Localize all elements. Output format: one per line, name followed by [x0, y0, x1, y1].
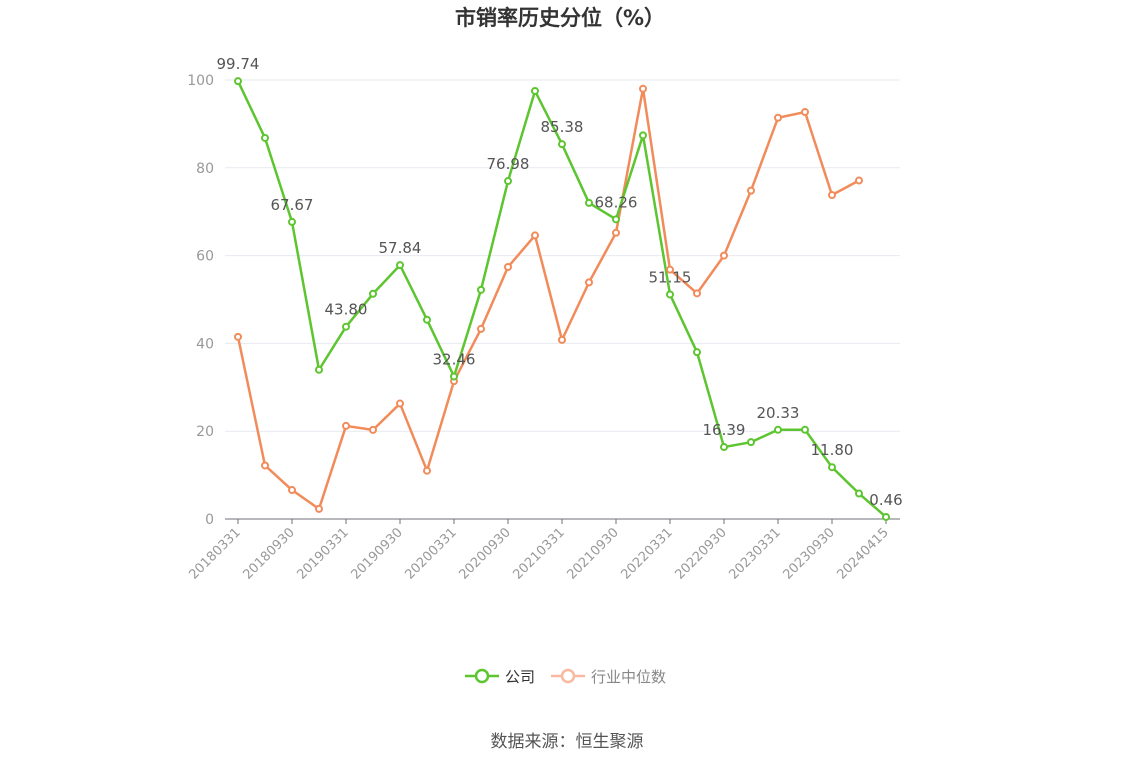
data-point	[720, 443, 728, 452]
data-label: 20.33	[757, 404, 800, 422]
data-point	[612, 215, 620, 224]
data-point	[288, 486, 296, 495]
data-point	[234, 332, 242, 341]
data-point	[396, 261, 404, 270]
x-tick-label: 20240415	[834, 525, 891, 582]
x-tick-label: 20200930	[456, 525, 513, 582]
data-label: 99.74	[217, 55, 260, 73]
legend-label: 公司	[505, 668, 535, 686]
data-point	[396, 399, 404, 408]
legend-label: 行业中位数	[591, 668, 666, 686]
legend-marker	[560, 668, 576, 684]
data-point	[639, 84, 647, 93]
data-point	[504, 177, 512, 186]
data-label: 11.80	[811, 441, 854, 459]
x-tick-label: 20220331	[618, 525, 675, 582]
y-tick-label: 100	[187, 73, 214, 89]
data-label: 85.38	[541, 118, 584, 136]
data-point	[585, 278, 593, 287]
data-label: 68.26	[595, 193, 638, 211]
data-point	[342, 421, 350, 430]
data-label: 16.39	[703, 421, 746, 439]
data-point	[720, 251, 728, 260]
data-point	[693, 289, 701, 298]
data-points	[234, 77, 890, 521]
data-point	[477, 285, 485, 294]
data-point	[882, 512, 890, 521]
data-label: 32.46	[433, 351, 476, 369]
data-point	[855, 176, 863, 185]
series-line-行业中位数	[236, 87, 860, 511]
x-tick-label: 20220930	[672, 525, 729, 582]
y-tick-label: 60	[196, 249, 214, 265]
x-tick-label: 20190930	[348, 525, 405, 582]
data-label: 43.80	[325, 301, 368, 319]
data-point	[261, 133, 269, 142]
data-point	[558, 335, 566, 344]
x-tick-label: 20180331	[186, 525, 243, 582]
x-tick-label: 20190331	[294, 525, 351, 582]
data-point	[234, 77, 242, 86]
data-point	[342, 322, 350, 331]
data-point	[585, 198, 593, 207]
data-point	[558, 140, 566, 149]
legend[interactable]: 公司 行业中位数	[465, 668, 666, 686]
chart-title: 市销率历史分位（%）	[455, 6, 665, 30]
grid-lines	[225, 79, 900, 432]
data-label: 57.84	[379, 239, 422, 257]
x-axis: 2018033120180930201903312019093020200331…	[186, 518, 900, 583]
data-point	[855, 489, 863, 498]
x-tick-label: 20180930	[240, 525, 297, 582]
y-axis: 0 20 40 60 80 100	[187, 73, 214, 528]
data-point	[315, 365, 323, 374]
legend-item-公司[interactable]: 公司	[465, 668, 535, 686]
data-point	[531, 86, 539, 95]
data-label: 0.46	[869, 491, 902, 509]
data-point	[774, 425, 782, 434]
data-point	[666, 265, 674, 274]
data-point	[747, 438, 755, 447]
legend-marker	[474, 668, 490, 684]
data-labels: 99.74 67.67 43.80 57.84 32.46 76.98 85.38 68.26…	[217, 55, 903, 509]
data-point	[612, 228, 620, 237]
legend-item-行业中位数[interactable]: 行业中位数	[551, 668, 666, 686]
data-point	[801, 425, 809, 434]
data-point	[423, 315, 431, 324]
x-tick-label: 20230930	[780, 525, 837, 582]
y-tick-label: 40	[196, 336, 214, 352]
data-point	[801, 108, 809, 117]
data-point	[477, 324, 485, 333]
data-point	[693, 348, 701, 357]
x-tick-label: 20230331	[726, 525, 783, 582]
data-label: 67.67	[271, 196, 314, 214]
data-point	[774, 113, 782, 122]
data-point	[639, 131, 647, 140]
data-label: 51.15	[649, 268, 692, 286]
x-tick-label: 20210930	[564, 525, 621, 582]
data-point	[315, 504, 323, 513]
data-point	[423, 466, 431, 475]
y-tick-label: 0	[205, 512, 214, 528]
x-tick-label: 20210331	[510, 525, 567, 582]
data-point	[288, 217, 296, 226]
data-point	[747, 186, 755, 195]
data-point	[450, 372, 458, 381]
data-point	[369, 425, 377, 434]
data-point	[531, 231, 539, 240]
data-point	[828, 191, 836, 200]
x-tick-label: 20200331	[402, 525, 459, 582]
data-point	[828, 463, 836, 472]
y-tick-label: 80	[196, 161, 214, 177]
data-label: 76.98	[487, 155, 530, 173]
y-tick-label: 20	[196, 424, 214, 440]
source-note: 数据来源：恒生聚源	[491, 732, 644, 752]
data-point	[504, 263, 512, 272]
data-point	[666, 290, 674, 299]
data-point	[261, 461, 269, 470]
data-point	[369, 289, 377, 298]
